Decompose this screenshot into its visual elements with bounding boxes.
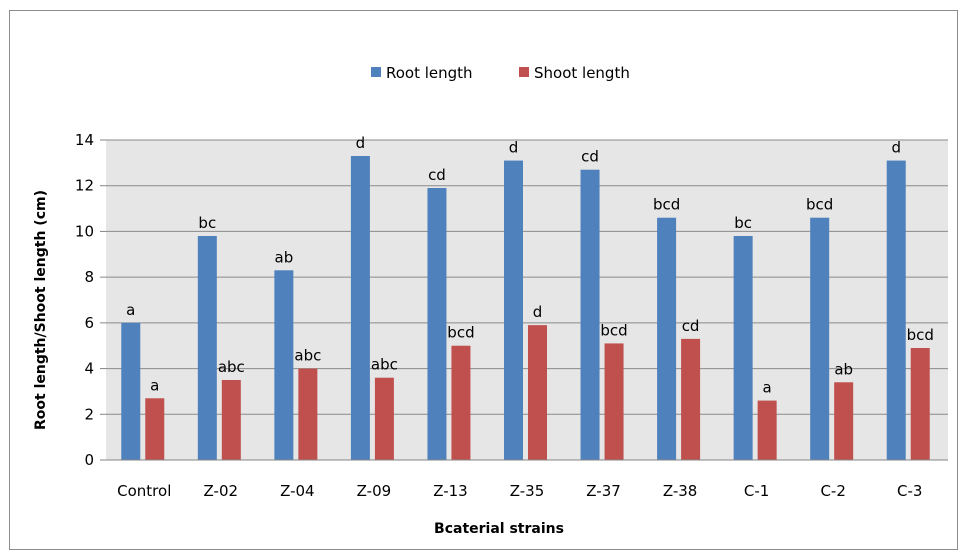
bar-root-length [504,160,523,461]
x-axis-ticks: Control Z-02 Z-04 Z-09 Z-13 Z-35 Z-37 Z-38 C-1 C-… [117,482,922,500]
y-axis-title: Root length/Shoot length (cm) [33,190,49,430]
bar-shoot-length [451,345,471,460]
data-label-root-length: bc [734,214,752,232]
bar-root-length [197,236,217,460]
bar-shoot-length [757,400,777,460]
bar-root-length [810,217,830,460]
bar-shoot-length [298,368,318,460]
data-label-root-length: cd [581,148,599,166]
bar-root-length [121,322,141,460]
x-tick-label: Z-38 [663,482,698,500]
bar-root-length [427,188,447,460]
y-tick-label: 4 [84,360,94,378]
x-tick-label: Z-02 [204,482,239,500]
bar-shoot-length [145,398,165,460]
y-tick-label: 8 [84,268,94,286]
bar-shoot-length [681,338,701,460]
legend-label-root-length: Root length [386,64,473,82]
bar-shoot-length [221,380,241,460]
data-label-shoot-length: cd [682,317,700,335]
data-label-shoot-length: a [763,379,772,397]
bar-shoot-length [834,382,854,460]
bar-root-length [350,156,370,460]
legend: Root length Shoot length [371,64,630,82]
data-label-shoot-length: a [150,376,159,394]
data-label-root-length: d [509,139,519,157]
x-tick-label: C-1 [744,482,769,500]
legend-label-shoot-length: Shoot length [534,64,630,82]
bar-shoot-length [528,325,547,460]
bar-labels: aabcabcababcdabccdbcdddcdbcdbcdcdbcabcda… [126,134,934,397]
data-label-root-length: d [356,134,366,152]
data-label-shoot-length: bcd [447,324,474,342]
y-tick-label: 12 [75,177,94,195]
data-label-root-length: cd [428,166,446,184]
data-label-root-length: bc [198,214,216,232]
data-label-root-length: bcd [806,196,833,214]
y-tick-label: 10 [75,222,94,240]
bar-root-length [886,160,906,461]
y-axis-ticks: 0 2 4 6 8 10 12 14 [75,131,106,469]
x-tick-label: Z-09 [357,482,392,500]
x-tick-label: Control [117,482,171,500]
x-axis-title: Bcaterial strains [434,521,564,537]
y-tick-label: 2 [84,405,94,423]
x-tick-label: Z-13 [433,482,468,500]
data-label-shoot-length: abc [294,347,321,365]
bars [121,156,930,461]
bar-root-length [580,169,600,460]
legend-swatch-root-length [371,67,381,77]
bar-shoot-length [910,348,930,460]
bar-shoot-length [374,377,394,460]
y-tick-label: 14 [75,131,94,149]
data-label-shoot-length: bcd [600,321,627,339]
data-label-root-length: a [126,301,135,319]
plot-area [106,140,948,460]
bar-root-length [733,236,753,460]
data-label-shoot-length: abc [218,358,245,376]
data-label-shoot-length: bcd [907,326,934,344]
data-label-root-length: bcd [653,196,680,214]
y-tick-label: 0 [84,451,94,469]
data-label-shoot-length: d [533,303,543,321]
bar-root-length [657,217,677,460]
x-tick-label: Z-37 [586,482,621,500]
data-label-root-length: d [891,139,901,157]
data-label-root-length: ab [275,248,294,266]
legend-swatch-shoot-length [519,67,529,77]
x-tick-label: Z-35 [510,482,545,500]
bar-shoot-length [604,343,624,460]
x-tick-label: Z-04 [280,482,315,500]
x-tick-label: C-3 [897,482,922,500]
data-label-shoot-length: ab [834,360,853,378]
gridlines [106,139,948,461]
x-tick-label: C-2 [820,482,845,500]
bar-root-length [274,270,294,460]
y-tick-label: 6 [84,314,94,332]
data-label-shoot-length: abc [371,356,398,374]
